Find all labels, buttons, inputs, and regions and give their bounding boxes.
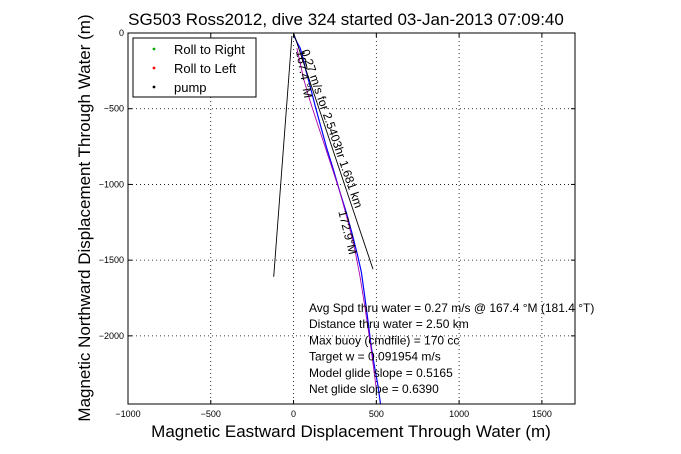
y-tick-label: −2000 — [99, 331, 124, 341]
legend-label: Roll to Left — [174, 61, 237, 76]
legend: Roll to Right Roll to Left pump — [132, 37, 257, 98]
stat-line: Distance thru water = 2.50 km — [309, 317, 469, 331]
legend-label: Roll to Right — [174, 42, 245, 57]
x-tick-label: −500 — [201, 409, 221, 419]
x-axis-label: Magnetic Eastward Displacement Through W… — [151, 422, 551, 441]
chart-title: SG503 Ross2012, dive 324 started 03-Jan-… — [128, 10, 564, 29]
x-tick-label: 0 — [291, 409, 296, 419]
series-line-3 — [273, 35, 293, 277]
y-tick-label: −1000 — [99, 179, 124, 189]
series-line-2 — [296, 48, 377, 389]
stat-line: Model glide slope = 0.5165 — [309, 366, 453, 380]
y-tick-label: −500 — [104, 104, 124, 114]
stat-line: Target w = 0.091954 m/s — [309, 350, 441, 364]
series-line-4 — [293, 32, 374, 270]
axis-ticks: −1000 −500 0 500 1000 1500 0 −500 −1000 −1500 −200… — [99, 28, 575, 419]
data-series — [273, 32, 382, 405]
stat-line: Max buoy (cmdfile) = 170 cc — [309, 333, 459, 347]
stats-text: Avg Spd thru water = 0.27 m/s @ 167.4 °M… — [309, 301, 594, 396]
stat-line: Avg Spd thru water = 0.27 m/s @ 167.4 °M… — [309, 301, 594, 315]
y-tick-label: −1500 — [99, 255, 124, 265]
legend-marker-3 — [152, 85, 156, 89]
x-tick-label: 1500 — [532, 409, 552, 419]
legend-marker-2 — [152, 66, 156, 70]
x-tick-label: 1000 — [449, 409, 469, 419]
y-axis-label: Magnetic Northward Displacement Through … — [75, 14, 94, 421]
stat-line: Net glide slope = 0.6390 — [309, 382, 439, 396]
grid — [128, 33, 575, 404]
y-tick-label: 0 — [119, 28, 124, 38]
legend-marker-1 — [152, 47, 156, 51]
axes-box — [127, 32, 576, 405]
legend-label: pump — [174, 80, 207, 95]
x-tick-label: −1000 — [115, 409, 140, 419]
x-tick-label: 500 — [369, 409, 384, 419]
